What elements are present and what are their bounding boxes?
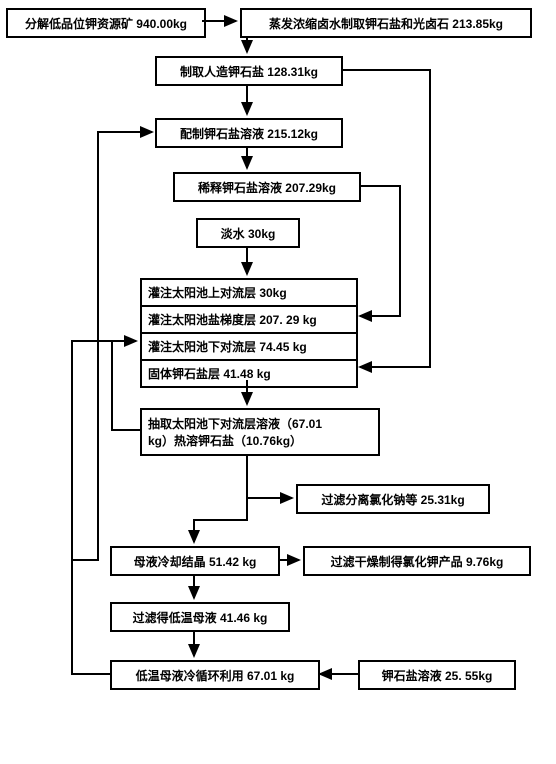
stack-row-gradient: 灌注太阳池盐梯度层 207. 29 kg: [142, 307, 356, 334]
extract-line1: 抽取太阳池下对流层溶液（67.01: [148, 415, 322, 432]
node-prepare-solution: 配制钾石盐溶液 215.12kg: [155, 118, 343, 148]
node-artificial-salt: 制取人造钾石盐 128.31kg: [155, 56, 343, 86]
stack-row-upper: 灌注太阳池上对流层 30kg: [142, 280, 356, 307]
node-recycle: 低温母液冷循环利用 67.01 kg: [110, 660, 320, 690]
node-filter-nacl: 过滤分离氯化钠等 25.31kg: [296, 484, 490, 514]
node-evaporate: 蒸发浓缩卤水制取钾石盐和光卤石 213.85kg: [240, 8, 532, 38]
stack-row-solid: 固体钾石盐层 41.48 kg: [142, 361, 356, 386]
node-kcl-product: 过滤干燥制得氯化钾产品 9.76kg: [303, 546, 531, 576]
node-dilute-solution: 稀释钾石盐溶液 207.29kg: [173, 172, 361, 202]
stack-row-lower: 灌注太阳池下对流层 74.45 kg: [142, 334, 356, 361]
node-filter-mother: 过滤得低温母液 41.46 kg: [110, 602, 290, 632]
stack-solar-pond: 灌注太阳池上对流层 30kg 灌注太阳池盐梯度层 207. 29 kg 灌注太阳…: [140, 278, 358, 388]
node-freshwater: 淡水 30kg: [196, 218, 300, 248]
node-salt-solution: 钾石盐溶液 25. 55kg: [358, 660, 516, 690]
node-decompose: 分解低品位钾资源矿 940.00kg: [6, 8, 206, 38]
node-cool-crystal: 母液冷却结晶 51.42 kg: [110, 546, 280, 576]
node-extract: 抽取太阳池下对流层溶液（67.01 kg）热溶钾石盐（10.76kg）: [140, 408, 380, 456]
extract-line2: kg）热溶钾石盐（10.76kg）: [148, 432, 302, 449]
